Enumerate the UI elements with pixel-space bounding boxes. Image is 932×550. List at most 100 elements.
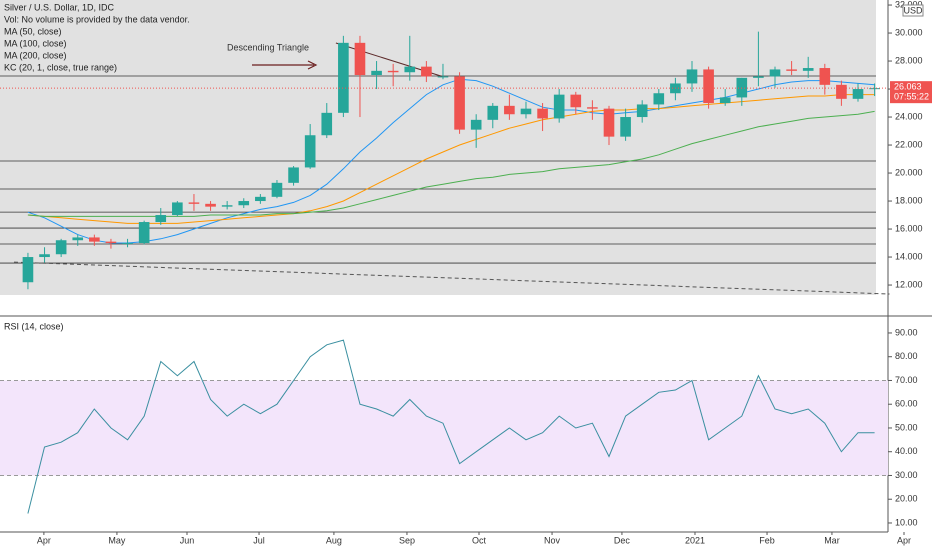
x-tick-label: Jun xyxy=(180,535,195,545)
candle-body xyxy=(769,69,781,77)
candle-body xyxy=(271,182,283,197)
x-tick-label: Mar xyxy=(824,535,840,545)
y-tick-label: 20.00 xyxy=(895,494,918,504)
candle-body xyxy=(487,105,499,120)
rsi-band xyxy=(0,380,888,476)
candle-body xyxy=(653,93,665,105)
x-tick-label: Dec xyxy=(614,535,631,545)
ma-line xyxy=(27,110,875,217)
candle-body xyxy=(736,77,748,98)
x-tick-label: Oct xyxy=(472,535,487,545)
countdown: 07:55:22 xyxy=(894,92,929,102)
candle-body xyxy=(172,202,183,216)
candle-body xyxy=(852,89,864,99)
candle-body xyxy=(105,241,117,244)
candle-body xyxy=(802,68,814,71)
candle-body xyxy=(819,68,831,85)
candle-body xyxy=(620,117,631,137)
candle-body xyxy=(454,76,465,130)
y-tick-label: 50.00 xyxy=(895,422,918,432)
candle-body xyxy=(321,112,333,136)
y-tick-label: 22.000 xyxy=(895,139,923,149)
candle-body xyxy=(869,88,880,90)
candle-body xyxy=(72,237,84,241)
y-tick-label: 14.000 xyxy=(895,251,923,261)
rsi-line xyxy=(27,339,875,514)
candle-body xyxy=(89,237,100,242)
candle-body xyxy=(470,119,482,130)
candle-body xyxy=(421,66,432,77)
y-tick-label: 40.00 xyxy=(895,446,918,456)
y-tick-label: 10.00 xyxy=(895,517,918,527)
y-tick-label: 80.00 xyxy=(895,351,918,361)
candle-body xyxy=(221,205,233,207)
candle-body xyxy=(703,69,714,104)
x-tick-label: Apr xyxy=(37,535,51,545)
y-tick-label: 60.00 xyxy=(895,399,918,409)
y-tick-label: 18.000 xyxy=(895,195,923,205)
legend-entry: MA (200, close) xyxy=(4,50,67,60)
candle-body xyxy=(155,215,167,223)
candle-body xyxy=(786,69,797,71)
candle-body xyxy=(338,42,349,113)
x-tick-label: Feb xyxy=(759,535,775,545)
y-tick-label: 28.000 xyxy=(895,55,923,65)
candle-body xyxy=(603,108,615,137)
x-tick-label: Jul xyxy=(253,535,265,545)
candle-body xyxy=(753,76,764,78)
x-tick-label: Aug xyxy=(326,535,342,545)
currency: USD xyxy=(903,5,923,15)
last-price-label: 26.063 xyxy=(894,82,922,92)
last-price-box xyxy=(890,81,932,104)
indicator-label: KC (20, 1, close, true range) xyxy=(4,62,117,72)
candle-body xyxy=(205,203,216,207)
candle-body xyxy=(587,107,598,109)
currency-box xyxy=(902,4,924,17)
annotation-arrowhead xyxy=(307,60,318,70)
candle-body xyxy=(504,105,515,115)
candle-body xyxy=(22,257,34,283)
candle-body xyxy=(288,167,299,183)
candle-body xyxy=(255,196,266,202)
candle-body xyxy=(138,222,150,244)
ma-line xyxy=(27,94,875,224)
candle-body xyxy=(354,42,366,76)
candle-body xyxy=(238,201,250,206)
y-tick-label: 24.000 xyxy=(895,111,923,121)
ma-line xyxy=(27,78,875,244)
y-tick-label: 20.000 xyxy=(895,167,923,177)
candle-body xyxy=(520,108,532,115)
candle-body xyxy=(404,66,416,73)
rsi-title: RSI (14, close) xyxy=(4,321,64,331)
candle-body xyxy=(686,69,698,84)
candle-body xyxy=(387,70,399,73)
legend-entry: MA (50, close) xyxy=(4,26,62,36)
y-tick-label: 12.000 xyxy=(895,279,923,289)
candle-body xyxy=(437,76,449,78)
candle-body xyxy=(188,202,200,204)
x-tick-label: Nov xyxy=(544,535,561,545)
y-tick-label: 70.00 xyxy=(895,375,918,385)
chart-title: Silver / U.S. Dollar, 1D, IDC xyxy=(4,2,115,12)
candle-body xyxy=(122,243,133,245)
y-tick-label: 90.00 xyxy=(895,327,918,337)
trend-line xyxy=(13,261,890,295)
candle-body xyxy=(55,240,67,255)
plot-background xyxy=(0,0,876,295)
candle-body xyxy=(553,94,565,119)
candle-body xyxy=(836,84,847,99)
y-tick-label: 30.00 xyxy=(895,470,918,480)
x-tick-label: Sep xyxy=(399,535,415,545)
candle-body xyxy=(39,254,50,258)
annotation: Descending Triangle xyxy=(227,42,309,52)
candle-body xyxy=(636,104,648,118)
x-tick-label: May xyxy=(108,535,126,545)
candle-body xyxy=(304,135,316,168)
x-tick-label: Apr xyxy=(897,535,911,545)
subtitle: Vol: No volume is provided by the data v… xyxy=(4,14,190,24)
candle-body xyxy=(371,70,382,76)
candle-body xyxy=(570,94,582,108)
candle-body xyxy=(719,97,731,104)
